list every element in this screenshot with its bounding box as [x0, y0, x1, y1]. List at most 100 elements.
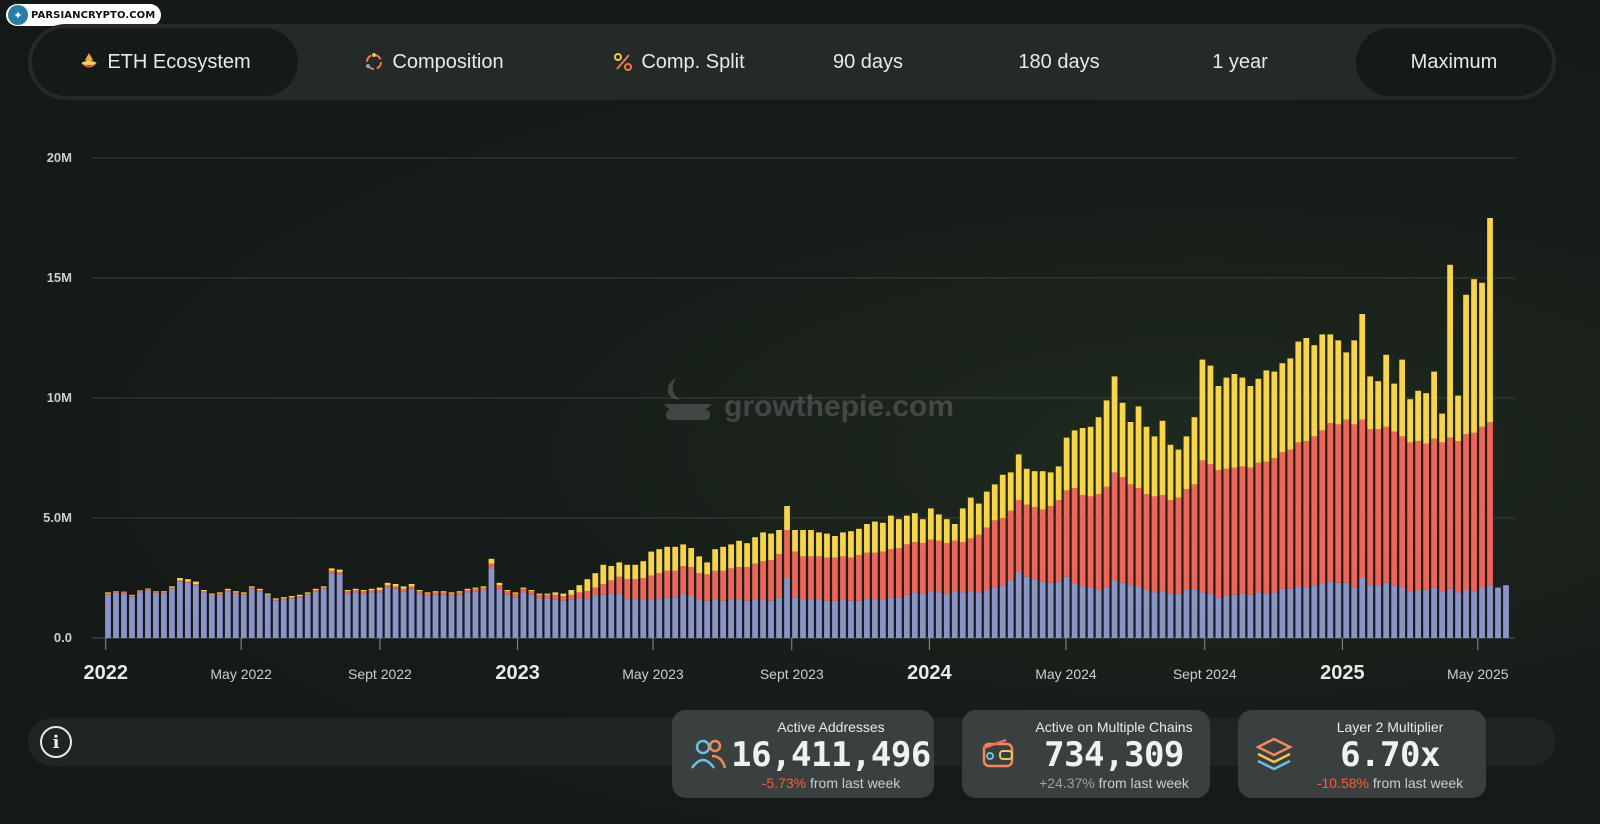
bar-segment[interactable]: [967, 591, 974, 638]
bar-segment[interactable]: [1167, 500, 1174, 594]
bar-segment[interactable]: [288, 597, 295, 599]
bar-segment[interactable]: [792, 551, 798, 598]
bar-segment[interactable]: [1207, 365, 1214, 464]
bar-segment[interactable]: [192, 585, 199, 638]
bar-segment[interactable]: [784, 530, 790, 578]
bar-segment[interactable]: [1359, 578, 1366, 638]
bar-segment[interactable]: [1375, 585, 1382, 638]
bar-segment[interactable]: [368, 590, 375, 593]
bar-segment[interactable]: [856, 528, 862, 556]
bar-segment[interactable]: [1439, 442, 1445, 592]
bar-segment[interactable]: [664, 570, 671, 598]
bar-segment[interactable]: [1375, 381, 1382, 430]
bar-segment[interactable]: [169, 587, 175, 589]
bar-segment[interactable]: [1175, 593, 1182, 638]
bar-segment[interactable]: [1007, 580, 1014, 638]
bar-segment[interactable]: [951, 591, 958, 638]
bar-segment[interactable]: [344, 590, 351, 592]
bar-segment[interactable]: [1327, 581, 1334, 638]
bar-segment[interactable]: [935, 592, 942, 638]
bar-segment[interactable]: [280, 597, 287, 599]
bar-segment[interactable]: [1127, 484, 1134, 586]
bar-segment[interactable]: [888, 515, 894, 550]
bar-segment[interactable]: [1223, 468, 1230, 596]
bar-segment[interactable]: [967, 538, 974, 592]
bar-segment[interactable]: [177, 580, 183, 582]
bar-segment[interactable]: [496, 582, 503, 586]
bar-segment[interactable]: [456, 592, 463, 595]
bar-segment[interactable]: [720, 600, 726, 638]
bar-segment[interactable]: [864, 552, 870, 599]
bar-segment[interactable]: [1471, 591, 1477, 638]
bar-segment[interactable]: [1247, 386, 1254, 468]
bar-segment[interactable]: [1207, 593, 1214, 638]
bar-segment[interactable]: [648, 575, 655, 600]
bar-segment[interactable]: [216, 592, 223, 594]
bar-segment[interactable]: [664, 597, 671, 638]
bar-segment[interactable]: [1487, 218, 1493, 422]
bar-segment[interactable]: [185, 582, 191, 638]
bar-segment[interactable]: [880, 551, 886, 600]
info-icon[interactable]: i: [40, 726, 72, 758]
bar-segment[interactable]: [903, 544, 910, 595]
bar-segment[interactable]: [1447, 588, 1453, 638]
bar-segment[interactable]: [1031, 579, 1038, 638]
bar-segment[interactable]: [1015, 572, 1022, 638]
bar-segment[interactable]: [1255, 592, 1262, 638]
bar-segment[interactable]: [895, 548, 902, 598]
bar-segment[interactable]: [808, 556, 814, 600]
bar-segment[interactable]: [416, 590, 423, 592]
bar-segment[interactable]: [272, 600, 279, 638]
bar-segment[interactable]: [624, 564, 631, 580]
bar-segment[interactable]: [576, 592, 583, 599]
bar-segment[interactable]: [1423, 393, 1429, 444]
bar-segment[interactable]: [304, 594, 311, 638]
bar-segment[interactable]: [200, 592, 207, 638]
bar-segment[interactable]: [480, 590, 487, 638]
bar-segment[interactable]: [664, 546, 671, 571]
bar-segment[interactable]: [1319, 430, 1326, 584]
bar-segment[interactable]: [384, 587, 391, 638]
bar-segment[interactable]: [296, 597, 303, 638]
bar-segment[interactable]: [1183, 436, 1190, 490]
bar-segment[interactable]: [1423, 443, 1429, 590]
bar-segment[interactable]: [1143, 426, 1150, 494]
bar-segment[interactable]: [1431, 587, 1437, 638]
bar-segment[interactable]: [832, 536, 838, 558]
bar-segment[interactable]: [536, 594, 543, 599]
bar-segment[interactable]: [129, 594, 135, 596]
bar-segment[interactable]: [975, 503, 982, 535]
bar-segment[interactable]: [113, 591, 119, 593]
bar-segment[interactable]: [1399, 587, 1406, 638]
bar-segment[interactable]: [872, 552, 878, 600]
bar-segment[interactable]: [1495, 587, 1501, 638]
bar-segment[interactable]: [488, 568, 495, 638]
bar-segment[interactable]: [1007, 472, 1014, 511]
bar-segment[interactable]: [280, 599, 287, 638]
bar-segment[interactable]: [999, 518, 1006, 586]
bar-segment[interactable]: [720, 570, 726, 601]
bar-segment[interactable]: [1391, 585, 1398, 638]
bar-segment[interactable]: [440, 592, 447, 595]
bar-segment[interactable]: [696, 599, 703, 638]
bar-segment[interactable]: [840, 556, 846, 600]
bar-segment[interactable]: [991, 484, 998, 521]
bar-segment[interactable]: [903, 594, 910, 638]
bar-segment[interactable]: [1351, 587, 1358, 638]
bar-segment[interactable]: [792, 597, 798, 638]
bar-segment[interactable]: [1311, 345, 1318, 437]
bar-segment[interactable]: [975, 534, 982, 593]
bar-segment[interactable]: [784, 578, 790, 638]
bar-segment[interactable]: [832, 557, 838, 601]
bar-segment[interactable]: [1223, 596, 1230, 638]
bar-segment[interactable]: [432, 594, 439, 638]
bar-segment[interactable]: [1479, 282, 1485, 427]
bar-segment[interactable]: [1271, 458, 1278, 593]
bar-segment[interactable]: [680, 544, 687, 566]
bar-segment[interactable]: [145, 590, 151, 638]
bar-segment[interactable]: [768, 533, 774, 560]
bar-segment[interactable]: [1095, 494, 1102, 590]
bar-segment[interactable]: [1399, 436, 1406, 588]
tab-1-year[interactable]: 1 year: [1170, 28, 1310, 96]
bar-segment[interactable]: [1023, 576, 1030, 638]
